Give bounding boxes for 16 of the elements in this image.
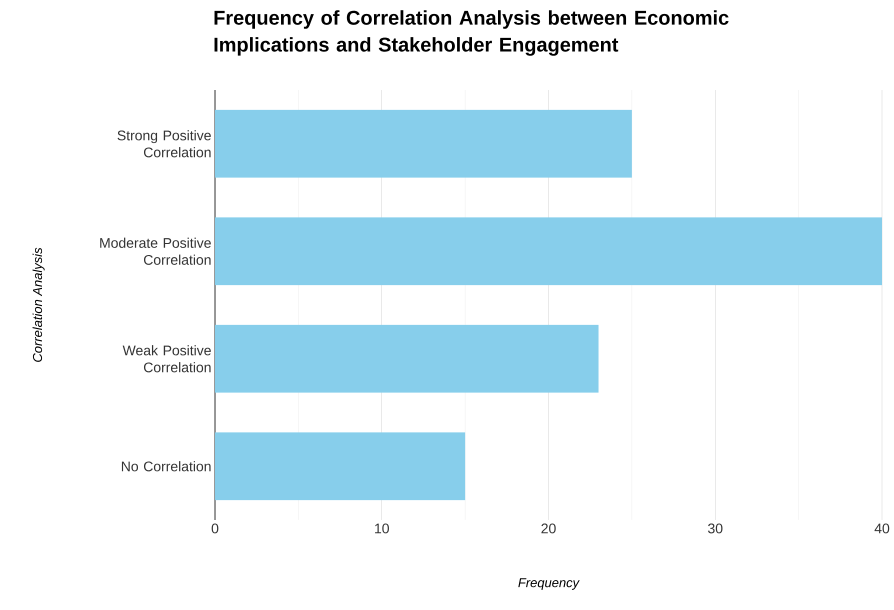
x-axis-title: Frequency: [518, 578, 580, 590]
x-tick-label: 30: [708, 524, 722, 534]
bar: [215, 432, 466, 500]
chart-title: Frequency of Correlation Analysis between Economic Implications and Stakeholder Engagement: [214, 10, 729, 56]
y-tick-label: No Correlation: [122, 461, 211, 472]
bar: [215, 217, 882, 286]
y-tick-label: Strong Positive Correlation: [118, 130, 211, 158]
y-tick-label: Moderate Positive Correlation: [100, 238, 211, 265]
x-tick-label: 10: [375, 524, 389, 534]
bar: [215, 110, 632, 178]
y-tick-label: Weak Positive Correlation: [122, 345, 211, 372]
y-axis-title: Correlation Analysis: [32, 248, 45, 362]
x-tick-label: 20: [541, 524, 556, 534]
x-tick-label: 0: [212, 524, 218, 534]
x-tick-label: 40: [874, 524, 890, 534]
bar: [215, 324, 599, 393]
